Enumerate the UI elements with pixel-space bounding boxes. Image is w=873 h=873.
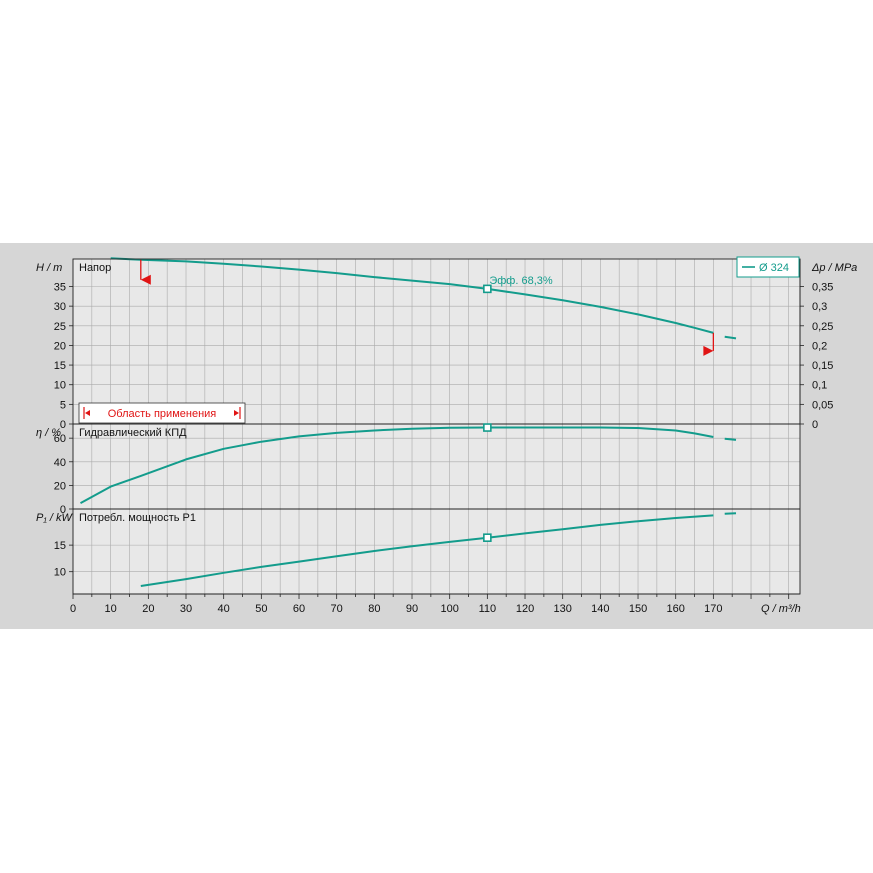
plot-frame [72,258,801,595]
right-tick-label: 0,2 [812,340,827,352]
curve-efficiency-extension [724,437,737,441]
x-tick-label: 90 [406,603,418,615]
y-tick-label-efficiency: 40 [54,457,66,469]
x-tick-label: 70 [331,603,343,615]
legend-label: Ø 324 [759,262,789,274]
right-tick-label: 0 [812,419,818,431]
curve-power-extension [724,512,737,515]
panel-title-head: Напор [79,262,111,274]
y-tick-label-head: 25 [54,321,66,333]
panel-title-power: Потребл. мощность P1 [79,512,196,524]
panel-title-efficiency: Гидравлический КПД [79,427,187,439]
curve-power [140,514,714,587]
x-tick-label: 110 [479,603,497,615]
plot-area-power [73,509,800,594]
right-tick-label: 0,05 [812,399,833,411]
y-tick-label-head: 0 [60,419,66,431]
x-tick-label: 40 [218,603,230,615]
curve-efficiency [80,426,714,504]
efficiency-annotation: Эфф. 68,3% [489,275,553,287]
y-tick-label-power: 15 [54,540,66,552]
curve-head [110,257,714,334]
y-tick-label-head: 30 [54,301,66,313]
application-range-box [78,402,246,424]
curve-head-extension [724,335,737,340]
x-tick-label: 170 [704,603,722,615]
x-tick-label: 130 [554,603,572,615]
y-tick-label-head: 5 [60,399,66,411]
y-tick-label-head: 15 [54,360,66,372]
x-tick-label: 100 [441,603,459,615]
right-tick-label: 0,25 [812,321,833,333]
y-axis-label-right: Δp / MPa [811,262,857,274]
range-max-marker-arrow [703,345,714,356]
duty-point-power [483,533,492,542]
right-tick-label: 0,35 [812,282,833,294]
x-tick-label: 80 [368,603,380,615]
x-tick-label: 140 [591,603,609,615]
x-tick-label: 20 [142,603,154,615]
y-tick-label-head: 20 [54,340,66,352]
x-axis-label: Q / m³/h [761,603,801,615]
duty-point-efficiency [483,423,492,432]
y-axis-label-efficiency: η / % [36,427,61,439]
range-box-arrow-left [85,410,90,416]
x-tick-label: 30 [180,603,192,615]
x-tick-label: 60 [293,603,305,615]
y-tick-label-power: 10 [54,567,66,579]
y-axis-label-power: P₁ / kW [36,512,73,524]
range-min-marker-arrow [140,274,151,285]
y-axis-label-head: H / m [36,262,62,274]
x-tick-label: 10 [105,603,117,615]
x-tick-label: 120 [516,603,534,615]
x-tick-label: 50 [255,603,267,615]
x-tick-label: 0 [70,603,76,615]
y-tick-label-head: 35 [54,282,66,294]
right-tick-label: 0,15 [812,360,833,372]
y-tick-label-efficiency: 60 [54,433,66,445]
range-box-arrow-right [234,410,239,416]
y-tick-label-head: 10 [54,380,66,392]
right-tick-label: 0,1 [812,380,827,392]
right-tick-label: 0,3 [812,301,827,313]
duty-point-head [483,284,492,294]
application-range-label: Область применения [108,408,217,420]
x-tick-label: 160 [667,603,685,615]
legend-box [736,256,800,278]
y-tick-label-efficiency: 0 [60,504,66,516]
y-tick-label-efficiency: 20 [54,480,66,492]
x-tick-label: 150 [629,603,647,615]
